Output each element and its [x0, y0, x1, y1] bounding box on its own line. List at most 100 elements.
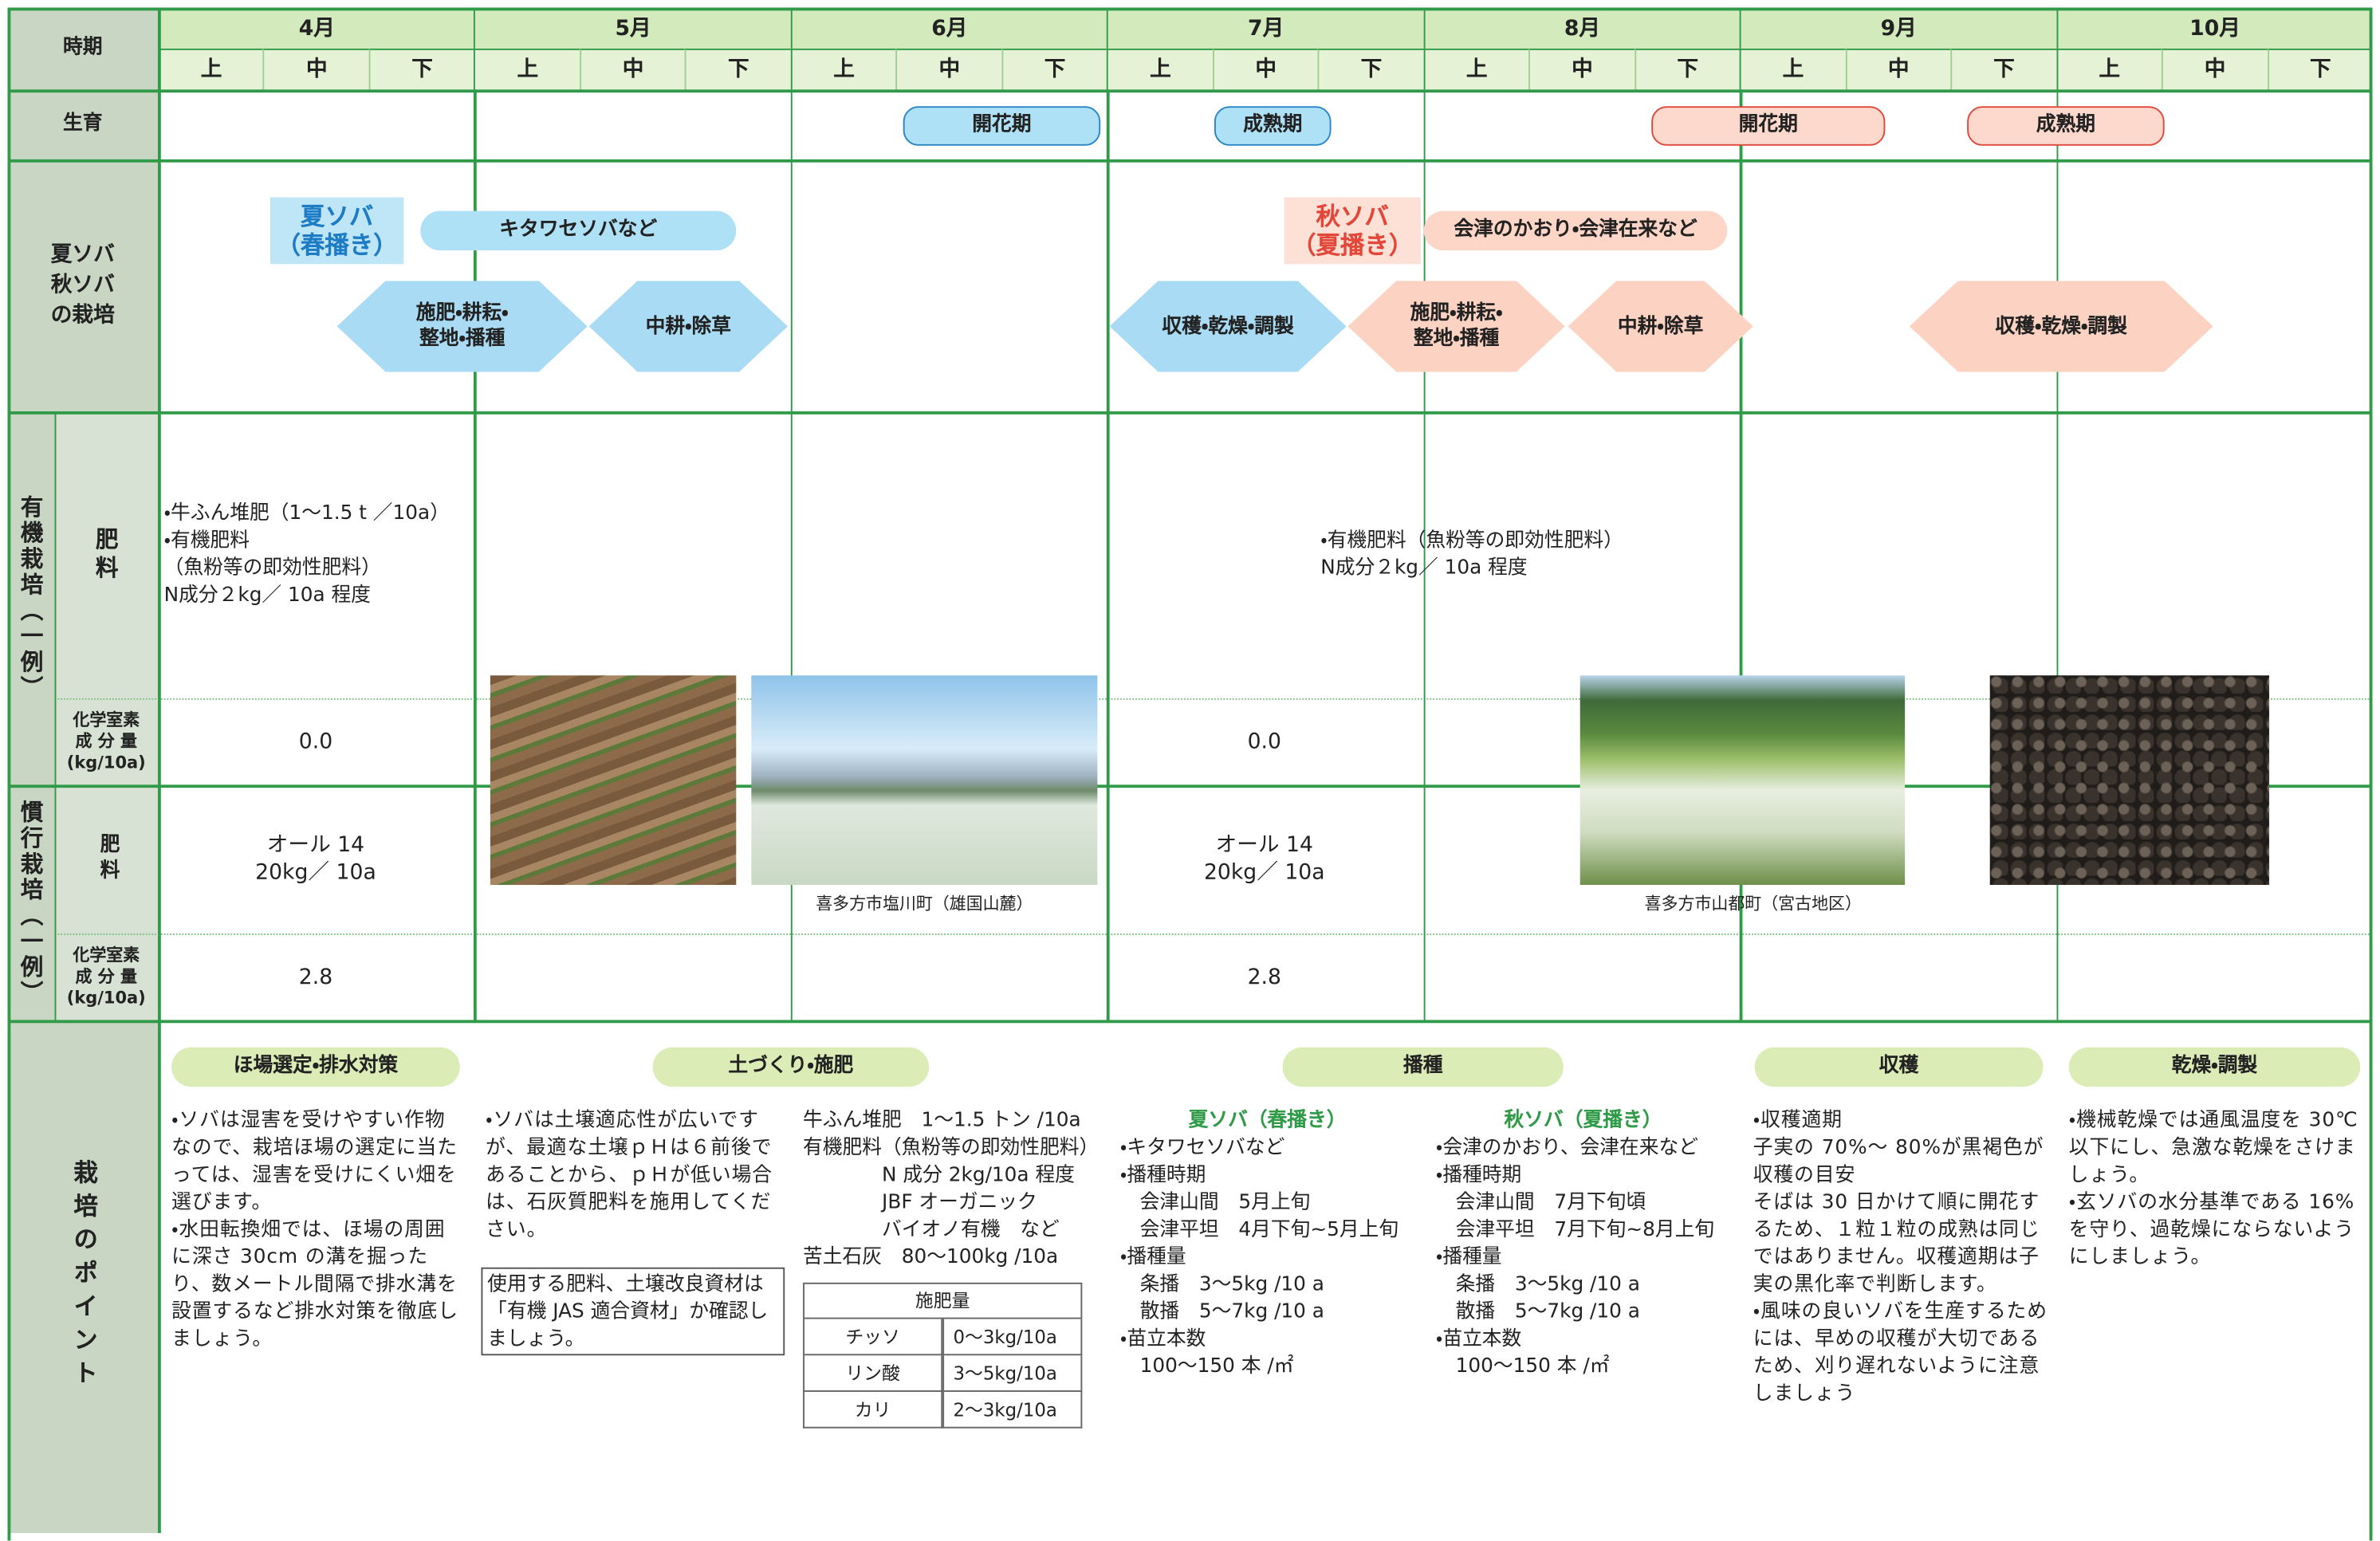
month-line — [1107, 89, 1110, 1020]
month-header: 4月 — [157, 7, 474, 49]
third-header: 下 — [1950, 48, 2056, 90]
third-header: 上 — [474, 48, 580, 90]
organic-fert-label: 肥料 — [92, 525, 120, 584]
point-text: ・機械乾燥では通風温度を 30℃以下にし、急激な乾燥をさけましょう。 ・玄ソバの… — [2068, 1109, 2358, 1269]
organic-fert-autumn: ・有機肥料（魚粉等の即効性肥料） N成分２kg／ 10a 程度 — [1320, 529, 1623, 580]
dotted-line — [54, 933, 2373, 935]
third-header: 中 — [2161, 48, 2268, 90]
work-arrow: 収穫・乾燥・調製 — [1910, 281, 2213, 371]
point-note: 使用する肥料、土壌改良資材は「有機 JAS 適合資材」か確認しましょう。 — [481, 1267, 785, 1356]
conventional-n-value: 2.8 — [298, 965, 333, 990]
conventional-fert: オール 14 20kg／ 10a — [1203, 833, 1325, 886]
month-line — [1423, 89, 1426, 1020]
photo-field — [751, 675, 1098, 886]
month-line — [1739, 89, 1742, 1020]
growth-stage: 開花期 — [1651, 106, 1886, 146]
growth-stage: 開花期 — [903, 106, 1101, 146]
cultivation-label: 夏ソバ 秋ソバ の栽培 — [50, 242, 115, 328]
third-header: 中 — [263, 48, 369, 90]
fert-table-cell: カリ — [803, 1391, 943, 1429]
photo-seeds — [1989, 675, 2270, 886]
month-header: 10月 — [2055, 7, 2373, 49]
third-header: 上 — [1739, 48, 1846, 90]
photo-hill — [1579, 675, 1906, 886]
conventional-fert: オール 14 20kg／ 10a — [255, 833, 376, 886]
photo-soil — [490, 675, 737, 886]
conventional-label: 慣行栽培（一例） — [17, 799, 45, 1006]
organic-n-label: 化学室素 成 分 量 (kg/10a) — [66, 710, 146, 772]
work-arrow: 施肥・耕耘・ 整地・播種 — [1347, 281, 1564, 371]
point-text: ・会津のかおり、会津在来など ・播種時期 会津山間 7月下旬頃 会津平坦 7月下… — [1435, 1137, 1715, 1378]
outer-border — [7, 7, 2373, 1541]
fert-table-header: 施肥量 — [803, 1282, 1083, 1319]
points-label: 栽培のポイント — [69, 1159, 98, 1394]
third-header: 上 — [790, 48, 896, 90]
month-line — [2055, 89, 2059, 1020]
third-header: 下 — [1317, 48, 1424, 90]
third-header: 上 — [157, 48, 264, 90]
label-line — [157, 7, 160, 1533]
third-header: 上 — [1423, 48, 1529, 90]
conventional-fert-label: 肥料 — [95, 833, 119, 886]
label-sub-column — [54, 411, 158, 1020]
photo-caption: 喜多方市塩川町（雄国山麓） — [816, 894, 1033, 914]
third-header: 中 — [895, 48, 1002, 90]
point-heading: ほ場選定・排水対策 — [171, 1047, 460, 1087]
growth-stage: 成熟期 — [1967, 106, 2165, 146]
third-header: 下 — [368, 48, 474, 90]
third-header: 上 — [2055, 48, 2162, 90]
autumn-title: 秋ソバ （夏播き） — [1284, 197, 1421, 265]
third-header: 中 — [1845, 48, 1951, 90]
organic-label: 有機栽培（一例） — [17, 494, 45, 702]
row-line — [7, 411, 2373, 414]
month-header: 5月 — [474, 7, 791, 49]
fert-table-cell: リン酸 — [803, 1355, 943, 1392]
fert-table-cell: 3～5kg/10a — [942, 1355, 1083, 1392]
point-heading: 乾燥・調製 — [2068, 1047, 2361, 1087]
row-line — [7, 159, 2373, 162]
photo-caption: 喜多方市山都町（宮古地区） — [1644, 894, 1862, 914]
sub-label-line — [54, 411, 57, 1020]
third-header: 上 — [1107, 48, 1213, 90]
third-header: 下 — [1634, 48, 1740, 90]
work-arrow: 収穫・乾燥・調製 — [1110, 281, 1347, 371]
row-line — [7, 89, 2373, 92]
month-line — [790, 89, 793, 1020]
third-header: 中 — [1528, 48, 1635, 90]
third-header: 下 — [2267, 48, 2373, 90]
third-header: 中 — [1212, 48, 1318, 90]
point-text: ・収穫適期 子実の 70%～ 80%が黒褐色が収穫の目安 そばは 30 日かけて… — [1753, 1109, 2048, 1406]
fert-table-cell: チッソ — [803, 1319, 943, 1356]
point-text: ・ソバは湿害を受けやすい作物なので、栽培ほ場の選定に当たっては、湿害を受けにくい… — [171, 1109, 458, 1351]
growth-stage: 成熟期 — [1214, 106, 1332, 146]
conventional-n-label: 化学室素 成 分 量 (kg/10a) — [66, 945, 146, 1008]
organic-fert-spring: ・牛ふん堆肥（1～1.5 t ／10a） ・有機肥料 （魚粉等の即効性肥料） N… — [163, 502, 450, 607]
third-header: 下 — [1001, 48, 1107, 90]
sowing-title: 秋ソバ（夏播き） — [1504, 1109, 1662, 1133]
third-header: 中 — [580, 48, 686, 90]
conventional-n-value: 2.8 — [1247, 965, 1281, 990]
point-text: ・キタワセソバなど ・播種時期 会津山間 5月上旬 会津平坦 4月下旬~5月上旬… — [1119, 1137, 1399, 1378]
work-arrow: 施肥・耕耘・ 整地・播種 — [337, 281, 588, 371]
growth-label: 生育 — [62, 112, 103, 136]
point-heading: 収穫 — [1754, 1047, 2044, 1087]
dotted-line — [54, 698, 2373, 700]
point-heading: 土づくり・施肥 — [652, 1047, 930, 1087]
fert-table-cell: 2～3kg/10a — [942, 1391, 1083, 1429]
month-header: 7月 — [1107, 7, 1424, 49]
sowing-title: 夏ソバ（春播き） — [1188, 1109, 1347, 1133]
period-label: 時期 — [62, 36, 103, 60]
point-text: 牛ふん堆肥 1～1.5 トン /10a 有機肥料（魚粉等の即効性肥料） N 成分… — [803, 1109, 1100, 1269]
third-header: 下 — [685, 48, 791, 90]
organic-n-value: 0.0 — [298, 729, 333, 755]
month-line — [474, 89, 477, 1020]
month-header: 9月 — [1739, 7, 2056, 49]
row-line — [7, 784, 2373, 788]
fert-table-cell: 0～3kg/10a — [942, 1319, 1083, 1356]
summer-title: 夏ソバ （春播き） — [269, 197, 404, 265]
organic-n-value: 0.0 — [1247, 729, 1281, 755]
point-text: ・ソバは土壌適応性が広いですが、最適な土壌ｐＨは６前後であることから、ｐＨが低い… — [486, 1109, 773, 1242]
row-line — [7, 1020, 2373, 1023]
month-header: 6月 — [790, 7, 1107, 49]
